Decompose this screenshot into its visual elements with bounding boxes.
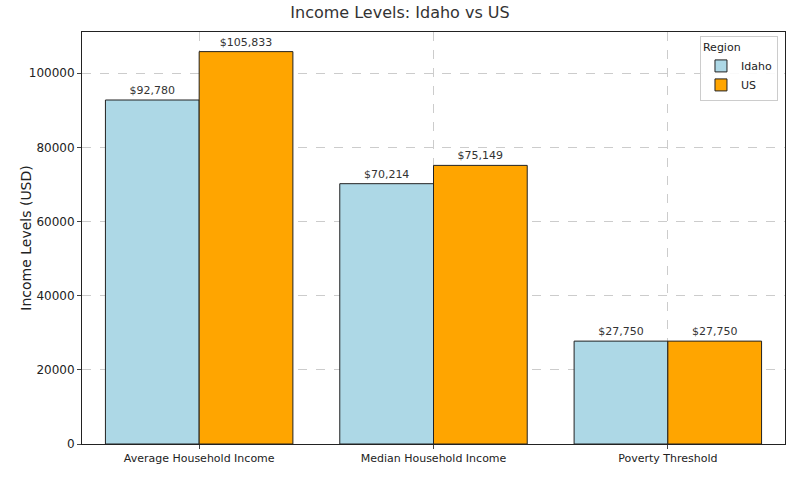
svg-text:$75,149: $75,149 <box>458 149 504 162</box>
svg-text:20000: 20000 <box>36 363 74 377</box>
svg-text:80000: 80000 <box>36 141 74 155</box>
svg-text:Average Household Income: Average Household Income <box>124 452 275 465</box>
svg-text:Income Levels (USD): Income Levels (USD) <box>18 165 34 311</box>
svg-text:$70,214: $70,214 <box>364 168 410 181</box>
svg-text:40000: 40000 <box>36 289 74 303</box>
svg-text:$105,833: $105,833 <box>220 36 273 49</box>
svg-text:$27,750: $27,750 <box>692 325 738 338</box>
svg-text:100000: 100000 <box>29 66 75 80</box>
svg-text:Region: Region <box>703 41 741 54</box>
svg-text:Idaho: Idaho <box>741 60 772 73</box>
svg-text:$92,780: $92,780 <box>130 84 176 97</box>
svg-text:0: 0 <box>67 437 75 451</box>
svg-text:Median Household Income: Median Household Income <box>361 452 507 465</box>
svg-text:Income Levels: Idaho vs US: Income Levels: Idaho vs US <box>290 3 509 22</box>
svg-text:US: US <box>741 79 756 92</box>
svg-text:$27,750: $27,750 <box>598 325 644 338</box>
svg-text:60000: 60000 <box>36 215 74 229</box>
svg-text:Poverty Threshold: Poverty Threshold <box>618 452 717 465</box>
